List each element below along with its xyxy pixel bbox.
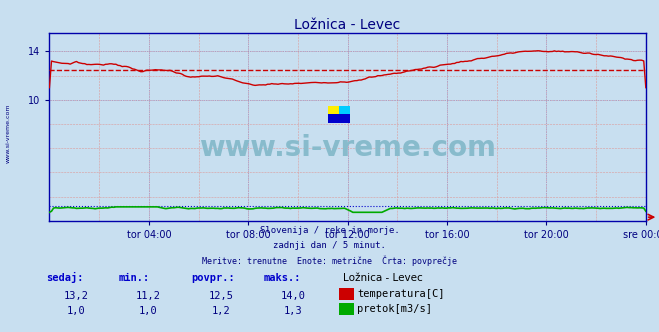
- Text: Meritve: trenutne  Enote: metrične  Črta: povprečje: Meritve: trenutne Enote: metrične Črta: …: [202, 256, 457, 266]
- Text: www.si-vreme.com: www.si-vreme.com: [5, 103, 11, 163]
- Bar: [339, 106, 350, 114]
- Text: 14,0: 14,0: [281, 291, 306, 301]
- Text: maks.:: maks.:: [264, 273, 301, 283]
- Text: pretok[m3/s]: pretok[m3/s]: [357, 304, 432, 314]
- Text: Ložnica - Levec: Ložnica - Levec: [343, 273, 422, 283]
- Text: 1,0: 1,0: [139, 306, 158, 316]
- Text: 1,2: 1,2: [212, 306, 230, 316]
- Text: 1,0: 1,0: [67, 306, 85, 316]
- Text: sedaj:: sedaj:: [46, 272, 84, 283]
- Text: 13,2: 13,2: [63, 291, 88, 301]
- Bar: [328, 106, 339, 114]
- Text: 1,3: 1,3: [284, 306, 302, 316]
- Text: zadnji dan / 5 minut.: zadnji dan / 5 minut.: [273, 241, 386, 250]
- Text: 11,2: 11,2: [136, 291, 161, 301]
- Text: temperatura[C]: temperatura[C]: [357, 289, 445, 299]
- Bar: [328, 114, 350, 123]
- Text: Slovenija / reke in morje.: Slovenija / reke in morje.: [260, 226, 399, 235]
- Title: Ložnica - Levec: Ložnica - Levec: [295, 18, 401, 32]
- Text: 12,5: 12,5: [208, 291, 233, 301]
- Text: min.:: min.:: [119, 273, 150, 283]
- Text: povpr.:: povpr.:: [191, 273, 235, 283]
- Text: www.si-vreme.com: www.si-vreme.com: [199, 134, 496, 162]
